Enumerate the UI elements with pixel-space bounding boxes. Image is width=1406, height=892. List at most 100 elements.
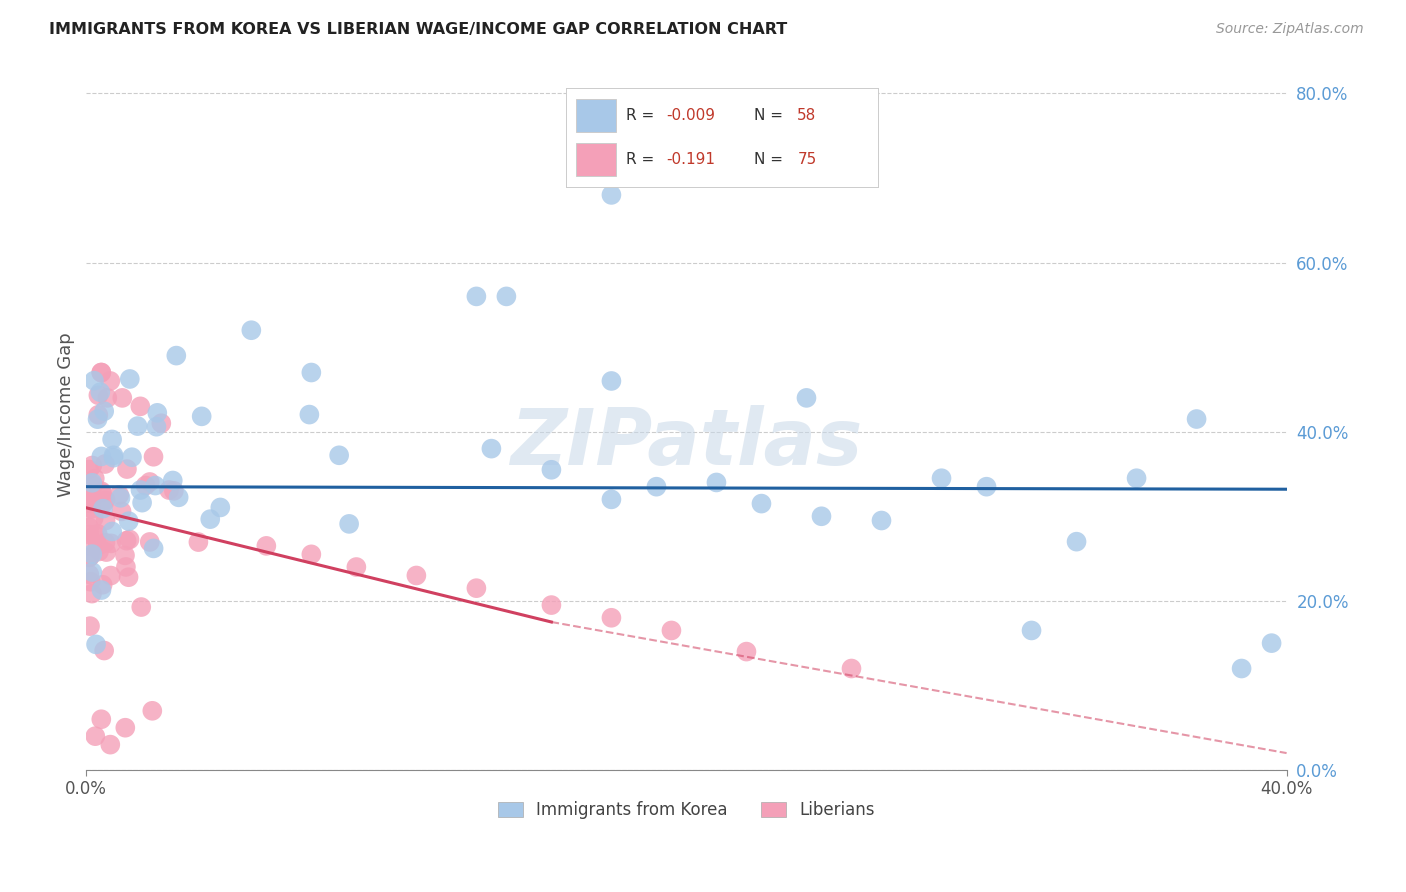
Point [87, 408, 110, 422]
Point [405, 568, 427, 582]
Point [80, 574, 103, 589]
Point [117, 570, 139, 584]
Point [93, 496, 115, 510]
Point [870, 514, 893, 528]
Point [94, 513, 117, 527]
Point [103, 448, 125, 462]
Point [131, 496, 153, 510]
Point [84, 637, 107, 651]
Point [101, 433, 124, 447]
Point [187, 535, 209, 549]
Point [337, 516, 360, 531]
Point [93, 404, 115, 418]
Point [82, 547, 104, 561]
Point [79, 491, 101, 506]
Text: IMMIGRANTS FROM KOREA VS LIBERIAN WAGE/INCOME GAP CORRELATION CHART: IMMIGRANTS FROM KOREA VS LIBERIAN WAGE/I… [49, 22, 787, 37]
Point [299, 547, 322, 561]
Point [810, 509, 832, 524]
Point [82, 475, 104, 490]
Point [190, 409, 212, 424]
Point [495, 289, 517, 303]
Point [94, 457, 117, 471]
Point [167, 491, 190, 505]
Point [976, 480, 998, 494]
Point [142, 541, 165, 556]
Point [751, 497, 773, 511]
Point [1260, 636, 1282, 650]
Point [79, 527, 101, 541]
Point [111, 391, 134, 405]
Point [465, 289, 488, 303]
Point [80, 501, 103, 516]
Point [82, 489, 104, 503]
Point [841, 661, 863, 675]
Point [129, 483, 152, 497]
Point [163, 483, 186, 498]
Point [600, 374, 623, 388]
Point [79, 520, 101, 534]
Point [115, 462, 138, 476]
Point [94, 535, 117, 549]
Point [90, 366, 112, 380]
Point [82, 478, 104, 492]
Point [1021, 624, 1043, 638]
Point [90, 366, 112, 380]
Point [90, 582, 112, 597]
Point [1230, 661, 1253, 675]
Point [142, 450, 165, 464]
Point [87, 388, 110, 402]
Point [129, 400, 152, 414]
Point [540, 598, 562, 612]
Text: Source: ZipAtlas.com: Source: ZipAtlas.com [1216, 22, 1364, 37]
Point [145, 419, 167, 434]
Point [600, 492, 623, 507]
Point [100, 568, 122, 582]
Point [91, 501, 114, 516]
Point [118, 533, 141, 547]
Point [240, 323, 263, 337]
Point [83, 471, 105, 485]
Point [96, 545, 118, 559]
Point [139, 535, 162, 549]
Point [100, 536, 122, 550]
Point [600, 188, 623, 202]
Point [84, 729, 107, 743]
Point [90, 450, 112, 464]
Point [90, 712, 112, 726]
Point [114, 721, 136, 735]
Point [600, 611, 623, 625]
Point [157, 483, 180, 497]
Point [96, 391, 118, 405]
Point [118, 372, 141, 386]
Point [89, 385, 111, 400]
Y-axis label: Wage/Income Gap: Wage/Income Gap [58, 333, 75, 497]
Point [1185, 412, 1208, 426]
Point [94, 493, 117, 508]
Point [90, 484, 112, 499]
Point [150, 417, 173, 431]
Point [1066, 534, 1088, 549]
Point [465, 581, 488, 595]
Point [162, 474, 184, 488]
Point [87, 544, 110, 558]
Point [80, 492, 103, 507]
Point [129, 600, 152, 615]
Point [101, 524, 124, 539]
Point [79, 550, 101, 565]
Point [706, 475, 728, 490]
Point [254, 539, 277, 553]
Point [79, 619, 101, 633]
Point [299, 366, 322, 380]
Point [93, 643, 115, 657]
Point [645, 480, 668, 494]
Point [344, 560, 367, 574]
Point [735, 644, 758, 658]
Point [79, 540, 101, 554]
Point [82, 458, 104, 473]
Point [79, 550, 101, 565]
Point [127, 419, 149, 434]
Point [110, 504, 132, 518]
Point [118, 514, 141, 528]
Text: ZIPatlas: ZIPatlas [510, 405, 862, 481]
Point [91, 578, 114, 592]
